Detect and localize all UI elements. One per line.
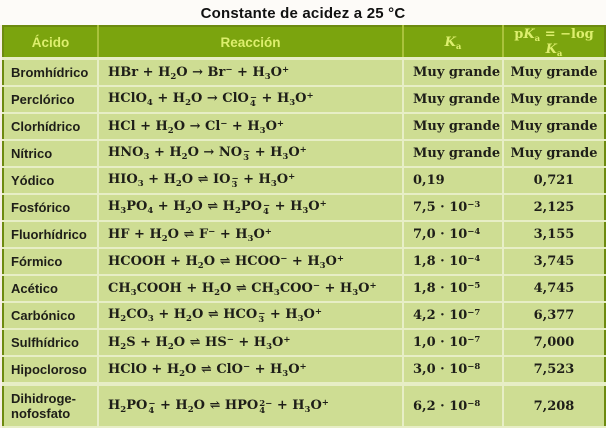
header-row: Ácido Reacción Ka pKa = −log Ka <box>3 26 605 60</box>
table-row: Bromhídrico HBr + H2O → Br− + H3O+ Muy gra… <box>3 58 605 87</box>
pka-value-cell: 0,721 <box>503 167 605 195</box>
pka-value-cell: 3,155 <box>503 221 605 249</box>
acid-name-cell: Sulfhídrico <box>3 329 99 357</box>
pka-value-cell: 7,523 <box>503 356 605 385</box>
table-row: Carbónico H2CO3 + H2O ⇌ HCO −3 + H3O+ 4,2 ·… <box>3 302 605 330</box>
acid-name-cell: Nítrico <box>3 140 99 168</box>
reaction-cell: HClO4 + H2O → ClO −4 + H3O+ <box>98 86 404 114</box>
acid-name-cell: Perclórico <box>3 86 99 114</box>
ka-value-cell: 7,5 · 10−3 <box>403 194 504 222</box>
reaction-cell: HF + H2O ⇌ F− + H3O+ <box>98 221 404 249</box>
table-row: Sulfhídrico H2S + H2O ⇌ HS− + H3O+ 1,0 · 1… <box>3 329 605 357</box>
acid-name-cell: Clorhídrico <box>3 113 99 141</box>
acid-name-cell: Fórmico <box>3 248 99 276</box>
acid-name-cell: Fosfórico <box>3 194 99 222</box>
table-row: Perclórico HClO4 + H2O → ClO −4 + H3O+ Muy … <box>3 86 605 114</box>
header-acido: Ácido <box>3 26 99 60</box>
acid-name-cell: Dihidroge- nofosfato <box>3 382 99 428</box>
reaction-cell: CH3COOH + H2O ⇌ CH3COO− + H3O+ <box>98 275 404 303</box>
reaction-cell: H2S + H2O ⇌ HS− + H3O+ <box>98 329 404 357</box>
ka-value-cell: Muy grande <box>403 58 504 87</box>
table-row: Fosfórico H3PO4 + H2O ⇌ H2PO −4 + H3O+ 7,5 … <box>3 194 605 222</box>
acid-name-cell: Hipocloroso <box>3 356 99 385</box>
pka-value-cell: Muy grande <box>503 113 605 141</box>
pka-value-cell: Muy grande <box>503 140 605 168</box>
acid-name-cell: Carbónico <box>3 302 99 330</box>
pka-value-cell: 7,000 <box>503 329 605 357</box>
ka-value-cell: Muy grande <box>403 86 504 114</box>
ka-value-cell: Muy grande <box>403 140 504 168</box>
ka-value-cell: 6,2 · 10−8 <box>403 382 504 428</box>
reaction-cell: H3PO4 + H2O ⇌ H2PO −4 + H3O+ <box>98 194 404 222</box>
reaction-cell: HCOOH + H2O ⇌ HCOO− + H3O+ <box>98 248 404 276</box>
reaction-cell: HClO + H2O ⇌ ClO− + H3O+ <box>98 356 404 385</box>
reaction-cell: HBr + H2O → Br− + H3O+ <box>98 58 404 87</box>
table-row: Yódico HIO3 + H2O ⇌ IO −3 + H3O+ 0,19 0,721 <box>3 167 605 195</box>
pka-value-cell: 4,745 <box>503 275 605 303</box>
table-row: Nítrico HNO3 + H2O → NO −3 + H3O+ Muy grand… <box>3 140 605 168</box>
reaction-cell: HIO3 + H2O ⇌ IO −3 + H3O+ <box>98 167 404 195</box>
ka-value-cell: Muy grande <box>403 113 504 141</box>
acid-name-cell: Acético <box>3 275 99 303</box>
header-pka: pKa = −log Ka <box>503 26 605 60</box>
acid-name-cell: Yódico <box>3 167 99 195</box>
table-row: Fluorhídrico HF + H2O ⇌ F− + H3O+ 7,0 · 10… <box>3 221 605 249</box>
pka-value-cell: 2,125 <box>503 194 605 222</box>
pka-value-cell: Muy grande <box>503 86 605 114</box>
ka-value-cell: 1,8 · 10−5 <box>403 275 504 303</box>
pka-value-cell: 7,208 <box>503 382 605 428</box>
page-title: Constante de acidez a 25 °C <box>0 0 606 25</box>
pka-value-cell: 3,745 <box>503 248 605 276</box>
ka-value-cell: 1,8 · 10−4 <box>403 248 504 276</box>
table-row: Hipocloroso HClO + H2O ⇌ ClO− + H3O+ 3,0 ·… <box>3 356 605 385</box>
ka-value-cell: 0,19 <box>403 167 504 195</box>
table-row: Acético CH3COOH + H2O ⇌ CH3COO− + H3O+ 1,8… <box>3 275 605 303</box>
acid-name-cell: Bromhídrico <box>3 58 99 87</box>
table-row: Clorhídrico HCl + H2O → Cl− + H3O+ Muy gra… <box>3 113 605 141</box>
ka-value-cell: 1,0 · 10−7 <box>403 329 504 357</box>
header-reaccion: Reacción <box>98 26 404 60</box>
table-row: Fórmico HCOOH + H2O ⇌ HCOO− + H3O+ 1,8 · 1… <box>3 248 605 276</box>
table-body: Bromhídrico HBr + H2O → Br− + H3O+ Muy gra… <box>3 58 605 428</box>
ka-value-cell: 4,2 · 10−7 <box>403 302 504 330</box>
pka-value-cell: 6,377 <box>503 302 605 330</box>
reaction-cell: H2PO −4 + H2O ⇌ HPO 2− 4 + H3O+ <box>98 382 404 428</box>
acid-name-cell: Fluorhídrico <box>3 221 99 249</box>
reaction-cell: H2CO3 + H2O ⇌ HCO −3 + H3O+ <box>98 302 404 330</box>
table-row: Dihidroge- nofosfato H2PO −4 + H2O ⇌ HPO 2−… <box>3 382 605 428</box>
pka-value-cell: Muy grande <box>503 58 605 87</box>
ka-value-cell: 7,0 · 10−4 <box>403 221 504 249</box>
acidity-constants-table: Ácido Reacción Ka pKa = −log Ka Bromhídr… <box>2 25 606 428</box>
ka-value-cell: 3,0 · 10−8 <box>403 356 504 385</box>
header-ka: Ka <box>403 26 504 60</box>
reaction-cell: HNO3 + H2O → NO −3 + H3O+ <box>98 140 404 168</box>
reaction-cell: HCl + H2O → Cl− + H3O+ <box>98 113 404 141</box>
